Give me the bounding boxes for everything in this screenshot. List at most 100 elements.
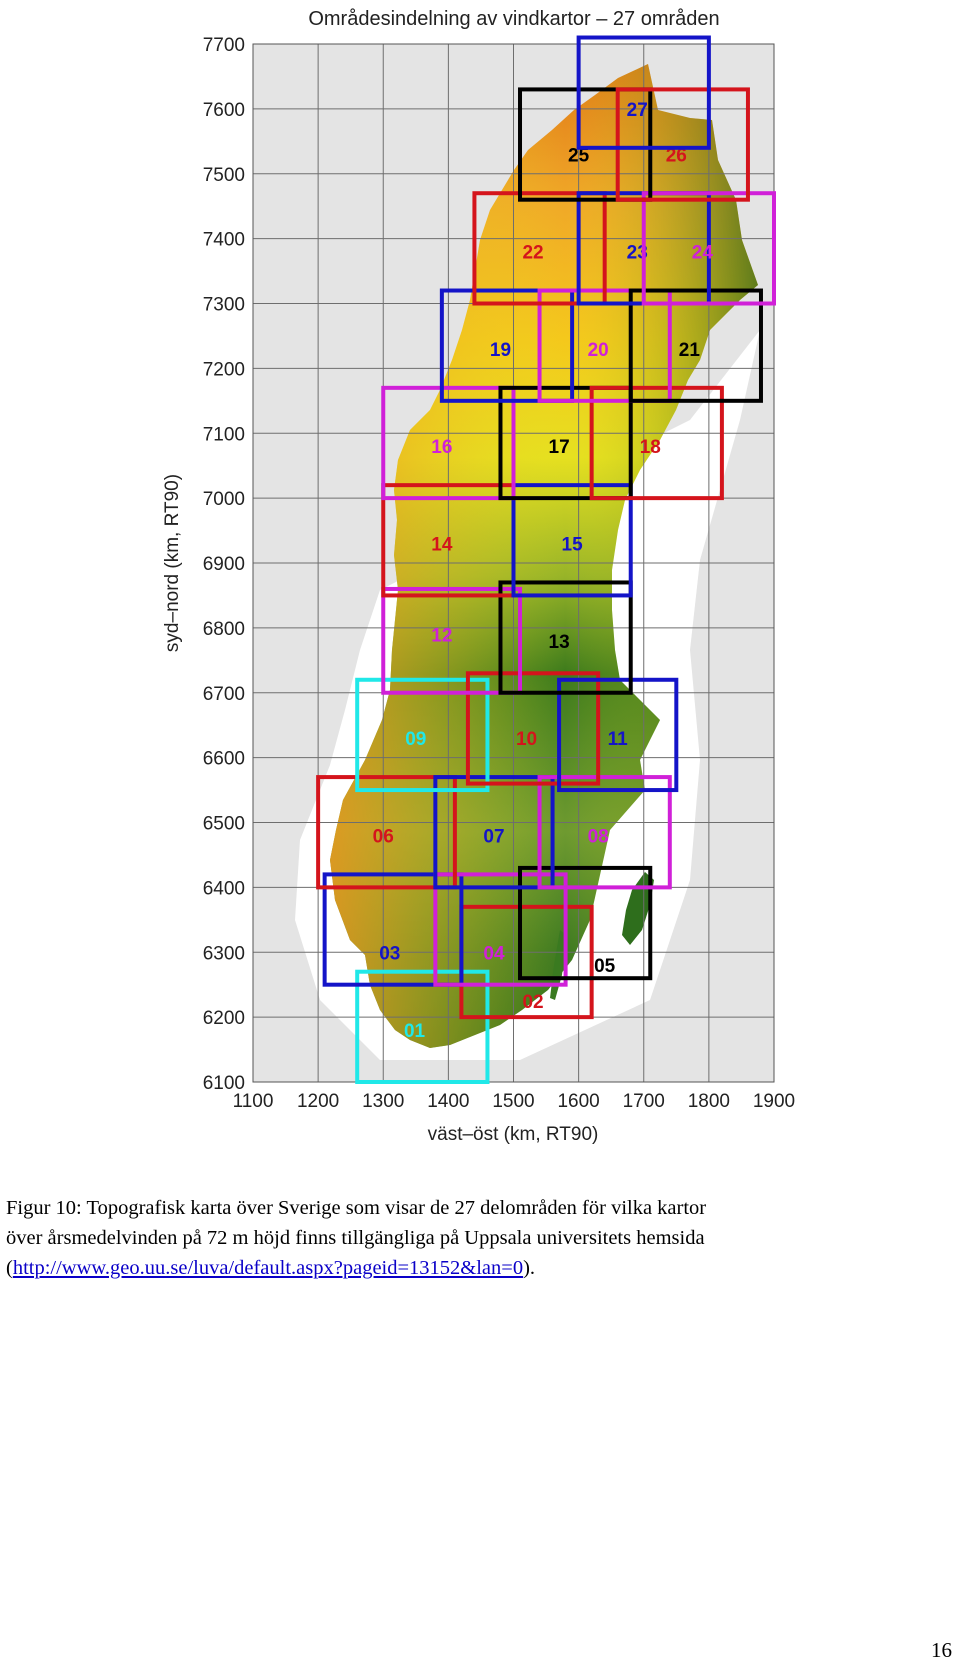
- x-tick-label: 1300: [362, 1091, 404, 1112]
- y-tick-label: 6300: [203, 943, 245, 964]
- region-21: 21: [628, 288, 763, 403]
- y-tick-label: 6500: [203, 814, 245, 835]
- region-22: 22: [472, 191, 607, 306]
- region-09: 09: [355, 677, 490, 793]
- region-26: 26: [615, 87, 750, 202]
- caption-line-2: över årsmedelvinden på 72 m höjd finns t…: [6, 1227, 705, 1249]
- oland-island: [550, 930, 566, 1000]
- y-tick-label: 7500: [203, 165, 245, 186]
- caption-open-paren: (: [6, 1257, 13, 1279]
- y-tick-label: 6200: [203, 1008, 245, 1029]
- region-19: 19: [439, 288, 575, 403]
- region-01: 01: [355, 969, 490, 1085]
- region-label: 04: [483, 943, 505, 964]
- x-tick-label: 1400: [427, 1091, 469, 1112]
- x-tick-label: 1200: [297, 1091, 339, 1112]
- region-label: 02: [522, 992, 543, 1013]
- region-box: [433, 872, 568, 987]
- y-tick-label: 6100: [203, 1073, 245, 1094]
- region-11: 11: [557, 677, 679, 793]
- region-03: 03: [322, 872, 464, 987]
- region-label: 08: [588, 826, 609, 847]
- region-label: 17: [549, 437, 570, 458]
- region-15: 15: [511, 483, 633, 598]
- region-08: 08: [537, 775, 672, 890]
- region-17: 17: [498, 385, 633, 501]
- y-tick-label: 7000: [203, 489, 245, 510]
- y-tick-label: 6400: [203, 878, 245, 899]
- region-label: 16: [431, 437, 452, 458]
- x-tick-label: 1700: [623, 1091, 665, 1112]
- x-tick-label: 1600: [557, 1091, 599, 1112]
- region-label: 12: [431, 625, 452, 646]
- gotland-island: [622, 872, 654, 945]
- x-tick-label: 1500: [492, 1091, 534, 1112]
- x-axis-label: väst–öst (km, RT90): [428, 1124, 599, 1145]
- region-box: [628, 288, 763, 403]
- region-box: [557, 677, 679, 793]
- region-label: 19: [490, 340, 511, 361]
- region-05: 05: [518, 865, 653, 981]
- region-label: 10: [516, 729, 537, 750]
- region-06: 06: [316, 775, 457, 890]
- region-label: 27: [627, 100, 648, 121]
- region-label: 26: [666, 145, 687, 166]
- region-box: [498, 580, 633, 695]
- caption-url-link[interactable]: http://www.geo.uu.se/luva/default.aspx?p…: [12, 1257, 524, 1279]
- x-tick-label: 1100: [233, 1091, 274, 1112]
- region-24: 24: [641, 191, 776, 306]
- region-box: [381, 385, 516, 501]
- region-boxes: 01 02 03 04 05 06 07 08 09 10 11 12 13 14 15 16 17 18 19 20…: [316, 35, 776, 1085]
- x-tick-labels: 1100 1200 1300 1400 1500 1600 1700 1800 1900: [233, 1091, 796, 1112]
- region-label: 14: [431, 535, 453, 556]
- region-label: 03: [379, 943, 400, 964]
- region-box: [381, 586, 523, 695]
- region-box: [465, 671, 601, 786]
- region-18: 18: [589, 385, 724, 501]
- region-label: 24: [692, 243, 714, 264]
- region-label: 09: [405, 729, 426, 750]
- map-title: Områdesindelning av vindkartor – 27 områ…: [308, 8, 719, 30]
- region-box: [576, 35, 711, 150]
- y-tick-label: 7100: [203, 424, 245, 445]
- region-box: [355, 969, 490, 1085]
- region-label: 13: [549, 632, 570, 653]
- region-13: 13: [498, 580, 633, 695]
- y-tick-label: 7700: [203, 35, 245, 56]
- region-box: [537, 775, 672, 890]
- region-box: [439, 288, 575, 403]
- y-tick-labels: 6100 6200 6300 6400 6500 6600 6700 6800 6900 7000…: [203, 35, 245, 1094]
- page-number: 16: [931, 1638, 952, 1662]
- region-label: 25: [568, 145, 590, 166]
- region-box: [615, 87, 750, 202]
- region-label: 18: [640, 437, 661, 458]
- y-axis-label: syd–nord (km, RT90): [162, 474, 183, 652]
- caption-line-1: Figur 10: Topografisk karta över Sverige…: [6, 1197, 707, 1219]
- figure-caption: Figur 10: Topografisk karta över Sverige…: [6, 1193, 956, 1283]
- plot-frame: [252, 43, 775, 1083]
- y-tick-label: 6600: [203, 749, 245, 770]
- region-07: 07: [433, 775, 555, 890]
- region-box: [316, 775, 457, 890]
- region-box: [589, 385, 724, 501]
- region-label: 07: [483, 826, 504, 847]
- region-label: 06: [373, 826, 394, 847]
- region-label: 22: [522, 243, 543, 264]
- region-box: [322, 872, 464, 987]
- region-16: 16: [381, 385, 516, 501]
- region-label: 15: [562, 535, 584, 556]
- region-box: [498, 385, 633, 501]
- region-box: [511, 483, 633, 598]
- x-tick-label: 1900: [753, 1091, 795, 1112]
- region-04: 04: [433, 872, 568, 987]
- y-tick-label: 7400: [203, 230, 245, 251]
- x-tick-label: 1800: [688, 1091, 730, 1112]
- region-25: 25: [518, 87, 653, 202]
- region-label: 01: [404, 1021, 426, 1042]
- sweden-region-map-figure: Områdesindelning av vindkartor – 27 områ…: [162, 8, 796, 1145]
- region-label: 20: [588, 340, 609, 361]
- region-box: [433, 775, 555, 890]
- y-tick-label: 7300: [203, 295, 245, 316]
- y-tick-label: 7200: [203, 359, 245, 380]
- region-label: 11: [608, 729, 629, 750]
